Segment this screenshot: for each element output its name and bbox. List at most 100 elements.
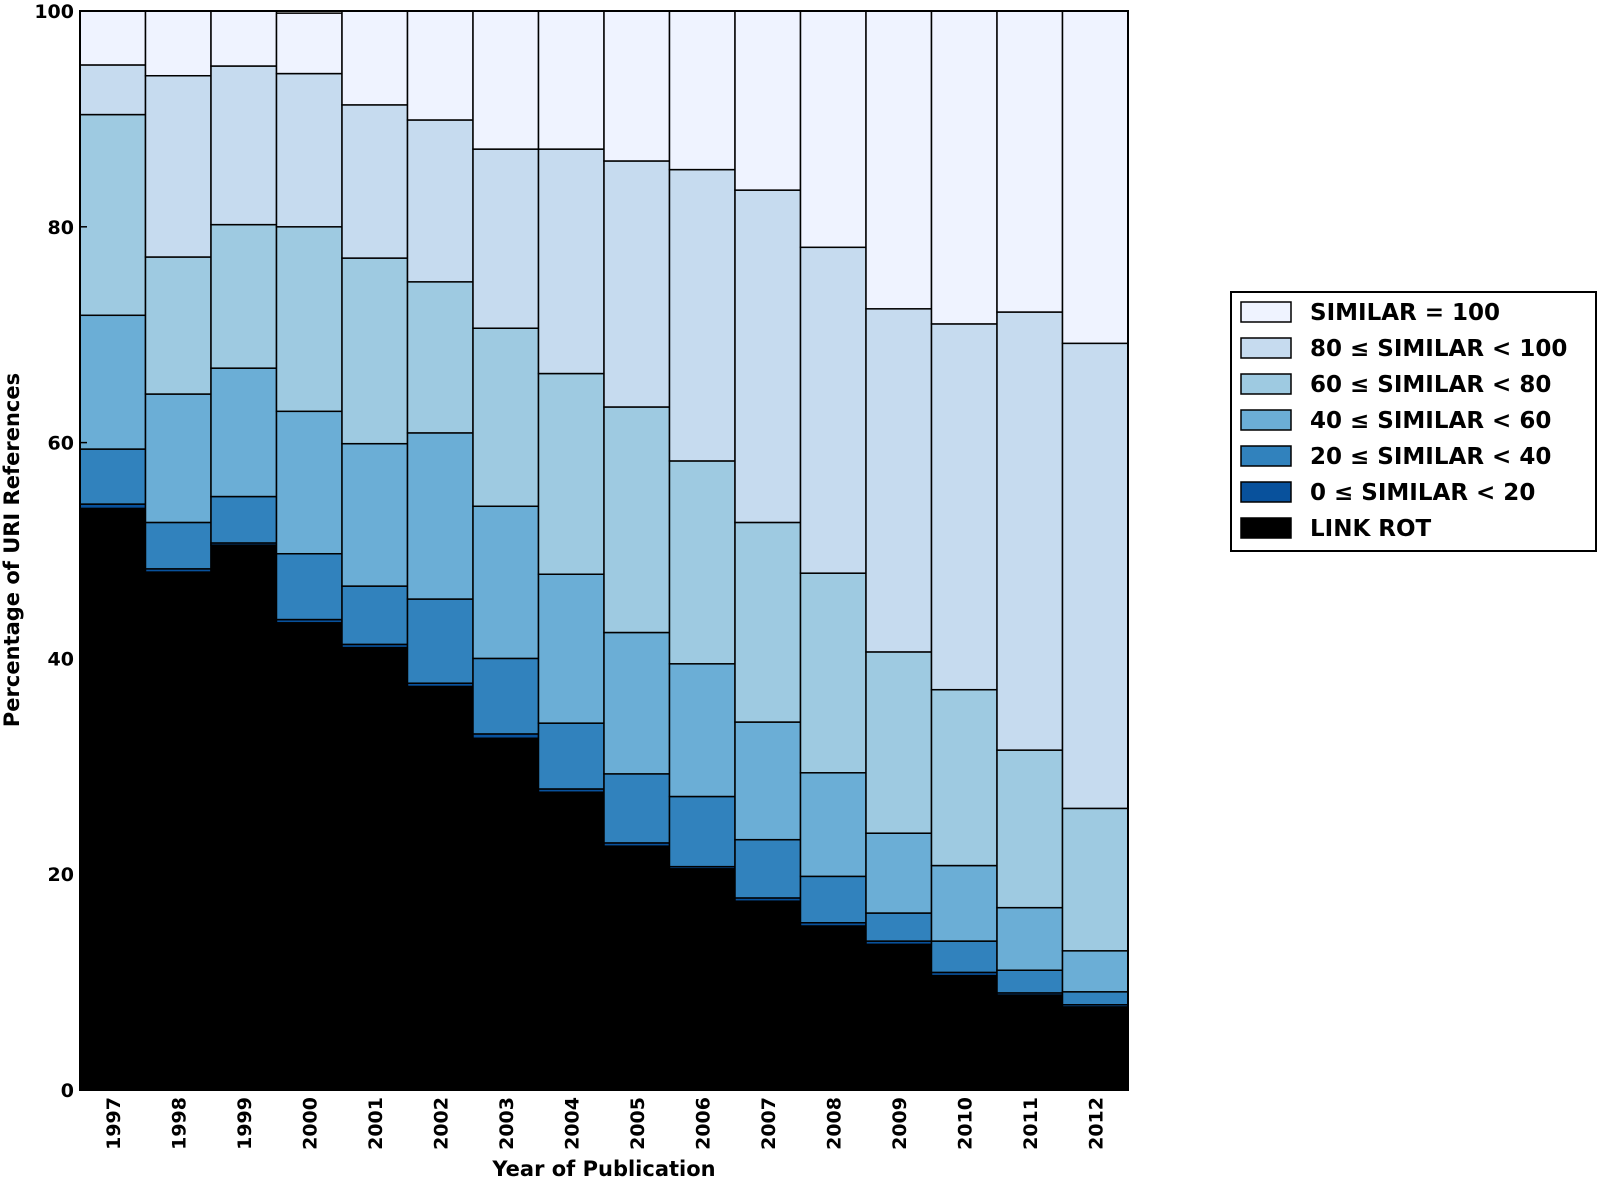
x-axis: 1997 1998 1999 2000 2001 2002 2003 2004 2005 2006… [103, 1097, 1108, 1150]
bar-segment-2010-series-3 [930, 864, 998, 942]
legend-label: 20 ≤ SIMILAR < 40 [1310, 444, 1551, 470]
bar-segment-2005-series-2 [603, 773, 671, 844]
bar-segment-2003-series-4 [472, 327, 540, 508]
bar-segment-2004-series-3 [537, 573, 605, 724]
y-axis: 0 20 40 60 80 100 [34, 1, 87, 1102]
bar-segment-1999-series-5 [210, 65, 278, 226]
bar-segment-1997-series-2 [79, 448, 147, 505]
bar-segment-1997-series-5 [79, 64, 147, 116]
bar-segment-2010-series-6 [930, 10, 998, 325]
bar-segment-2000-series-3 [275, 410, 343, 555]
bar-segment-2012-series-2 [1061, 991, 1129, 1006]
bar-segment-2008-series-5 [799, 246, 867, 574]
legend: SIMILAR = 100 80 ≤ SIMILAR < 100 60 ≤ SIMI… [1230, 291, 1597, 552]
bars-group [79, 10, 1129, 1091]
bar-segment-2008-series-2 [799, 875, 867, 924]
bar-segment-2005-series-6 [603, 10, 671, 162]
bar-segment-2009-series-0 [865, 943, 933, 1091]
bar-segment-2012-series-4 [1061, 807, 1129, 952]
bar-segment-1997-series-4 [79, 113, 147, 317]
bar-segment-2010-series-5 [930, 323, 998, 691]
legend-swatch [1240, 517, 1292, 539]
bar-segment-2011-series-3 [996, 906, 1064, 971]
bar-segment-2001-series-6 [341, 10, 409, 106]
bar-segment-2005-series-5 [603, 160, 671, 408]
bar-segment-2003-series-0 [472, 737, 540, 1091]
bar-segment-2006-series-0 [668, 868, 736, 1091]
x-tick-label: 2003 [496, 1097, 518, 1150]
legend-swatch [1240, 445, 1292, 467]
bar-segment-2005-series-0 [603, 845, 671, 1091]
legend-box [1230, 291, 1597, 552]
bar-segment-2002-series-5 [406, 119, 474, 283]
x-tick-label: 2009 [889, 1097, 911, 1150]
bar-segment-2008-series-6 [799, 10, 867, 249]
bar-segment-2011-series-0 [996, 994, 1064, 1091]
x-tick-label: 1998 [168, 1097, 190, 1150]
bar-segment-2007-series-0 [734, 900, 802, 1091]
bar-segment-2008-series-3 [799, 772, 867, 878]
legend-label: SIMILAR = 100 [1310, 300, 1500, 326]
x-tick-label: 2011 [1020, 1097, 1042, 1150]
bar-segment-2012-series-6 [1061, 10, 1129, 345]
x-tick-label: 2006 [692, 1097, 714, 1150]
bar-segment-2011-series-2 [996, 969, 1064, 994]
legend-label: 80 ≤ SIMILAR < 100 [1310, 336, 1567, 362]
bar-segment-2009-series-5 [865, 308, 933, 653]
bar-segment-2007-series-4 [734, 521, 802, 723]
bar-segment-2010-series-0 [930, 974, 998, 1091]
y-axis-label: Percentage of URI References [0, 373, 24, 727]
bar-segment-2002-series-2 [406, 598, 474, 684]
bar-segment-2012-series-5 [1061, 342, 1129, 810]
bar-segment-2004-series-5 [537, 148, 605, 375]
bar-segment-2006-series-5 [668, 168, 736, 462]
bar-segment-2009-series-6 [865, 10, 933, 310]
bar-segment-2003-series-3 [472, 505, 540, 660]
bar-segment-2004-series-6 [537, 10, 605, 150]
x-tick-label: 2008 [823, 1097, 845, 1150]
x-tick-label: 2002 [430, 1097, 452, 1150]
plot-frame [79, 10, 1129, 1091]
bar-segment-2000-series-2 [275, 552, 343, 621]
bar-segment-2006-series-6 [668, 10, 736, 171]
bar-segment-2003-series-5 [472, 148, 540, 329]
bar-segment-2004-series-2 [537, 722, 605, 790]
y-tick-label: 20 [48, 864, 74, 886]
bar-segment-2000-series-6 [275, 12, 343, 75]
bar-segment-2000-series-5 [275, 72, 343, 228]
bar-segment-1998-series-0 [144, 571, 212, 1091]
legend-swatch [1240, 481, 1292, 503]
bar-segment-2005-series-3 [603, 631, 671, 775]
bar-segment-2006-series-2 [668, 795, 736, 868]
bar-segment-1999-series-2 [210, 495, 278, 544]
x-tick-label: 2001 [365, 1097, 387, 1150]
bar-segment-1998-series-5 [144, 74, 212, 258]
x-tick-label: 1999 [234, 1097, 256, 1150]
x-tick-label: 2010 [954, 1097, 976, 1150]
y-tick-label: 80 [48, 217, 74, 239]
bar-segment-1999-series-3 [210, 367, 278, 498]
bar-segment-1998-series-3 [144, 393, 212, 524]
bar-segment-1997-series-0 [79, 507, 147, 1091]
bar-segment-2005-series-4 [603, 406, 671, 634]
bar-segment-2012-series-3 [1061, 950, 1129, 993]
bar-segment-2002-series-3 [406, 432, 474, 600]
bar-segment-2010-series-4 [930, 688, 998, 867]
bar-segment-2006-series-4 [668, 460, 736, 665]
bar-segment-1999-series-0 [210, 544, 278, 1091]
bar-segment-2007-series-3 [734, 721, 802, 841]
bar-segment-1999-series-4 [210, 223, 278, 369]
x-tick-label: 2005 [627, 1097, 649, 1150]
bar-segment-2009-series-2 [865, 912, 933, 942]
bar-segment-2002-series-4 [406, 281, 474, 434]
legend-label: 60 ≤ SIMILAR < 80 [1310, 372, 1551, 398]
bar-segment-2000-series-0 [275, 622, 343, 1091]
bar-segment-1999-series-6 [210, 10, 278, 67]
bar-segment-2001-series-3 [341, 442, 409, 587]
legend-swatch [1240, 409, 1292, 431]
bar-segment-2002-series-6 [406, 10, 474, 121]
bar-segment-2000-series-4 [275, 226, 343, 413]
bar-segment-2003-series-2 [472, 657, 540, 735]
bar-segment-2001-series-5 [341, 104, 409, 259]
